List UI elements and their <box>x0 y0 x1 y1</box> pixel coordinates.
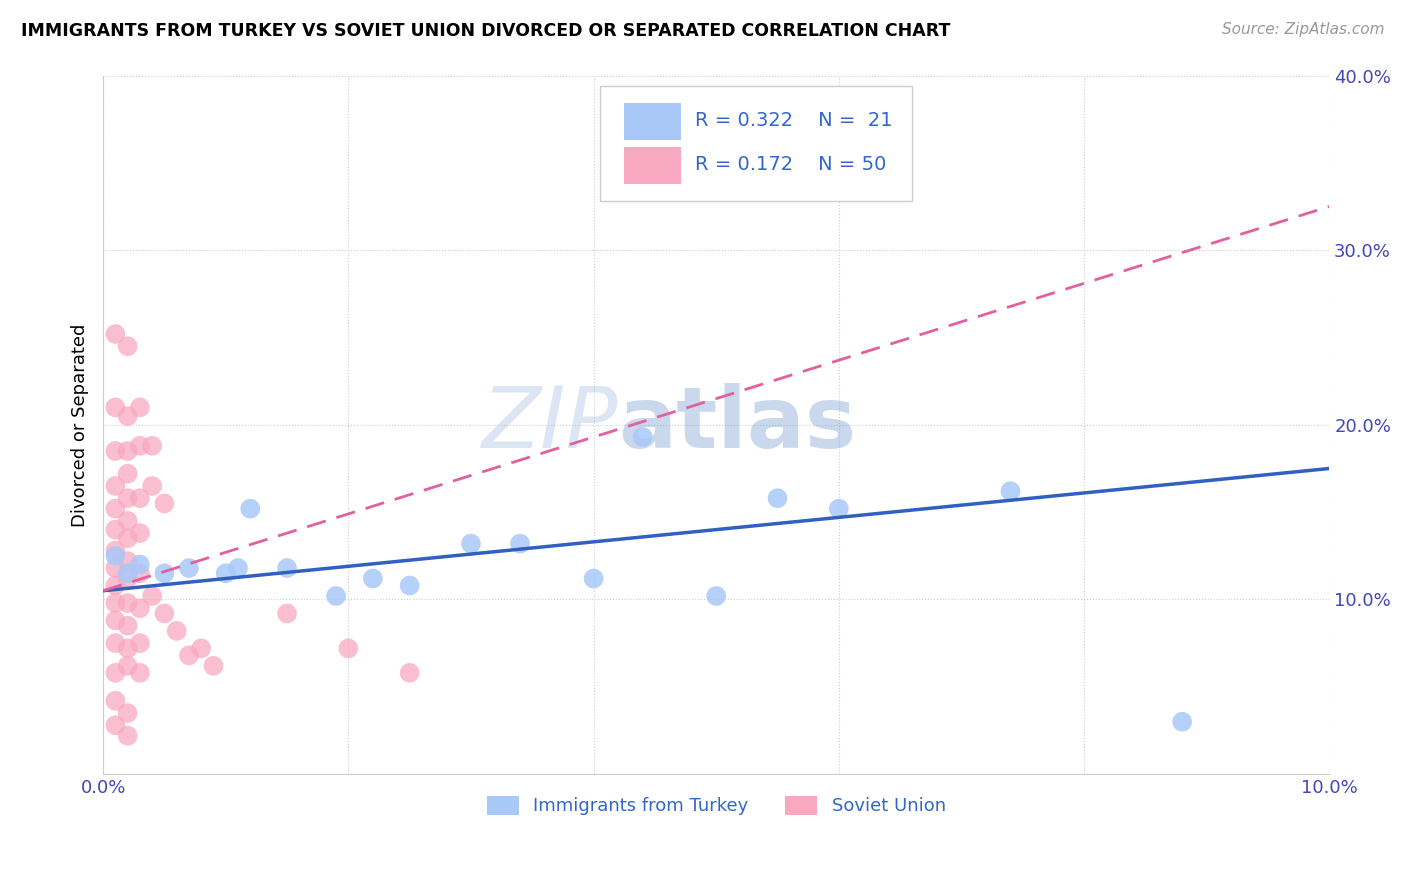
Point <box>239 501 262 516</box>
Text: R = 0.172    N = 50: R = 0.172 N = 50 <box>696 155 887 175</box>
Text: atlas: atlas <box>619 384 856 467</box>
Point <box>117 514 139 528</box>
Point <box>766 491 789 505</box>
Point <box>129 526 152 541</box>
Point <box>117 532 139 546</box>
Point <box>509 536 531 550</box>
Point <box>117 618 139 632</box>
Point <box>276 607 298 621</box>
Point <box>398 665 420 680</box>
Point <box>117 641 139 656</box>
Point <box>104 326 127 341</box>
Text: R = 0.322    N =  21: R = 0.322 N = 21 <box>696 112 893 130</box>
Point <box>1000 484 1022 499</box>
Point <box>117 409 139 423</box>
Point <box>337 641 360 656</box>
FancyBboxPatch shape <box>600 86 912 202</box>
Point <box>117 554 139 568</box>
Point <box>104 444 127 458</box>
Point <box>177 561 200 575</box>
Point <box>117 444 139 458</box>
Point <box>104 636 127 650</box>
Point <box>117 596 139 610</box>
Point <box>828 501 851 516</box>
Point <box>129 636 152 650</box>
Point <box>153 496 176 510</box>
Point <box>104 596 127 610</box>
Point <box>129 566 152 581</box>
Point <box>117 572 139 586</box>
Point <box>226 561 249 575</box>
Point <box>631 430 654 444</box>
Point <box>117 729 139 743</box>
Point <box>129 601 152 615</box>
Point <box>190 641 212 656</box>
Point <box>325 589 347 603</box>
Point <box>129 491 152 505</box>
Point <box>117 339 139 353</box>
Y-axis label: Divorced or Separated: Divorced or Separated <box>72 323 89 526</box>
Point <box>104 561 127 575</box>
Point <box>153 566 176 581</box>
Point <box>104 401 127 415</box>
Point <box>104 479 127 493</box>
Point <box>215 566 238 581</box>
Point <box>129 665 152 680</box>
Point <box>117 491 139 505</box>
Point <box>104 665 127 680</box>
Point <box>361 572 384 586</box>
Point <box>117 566 139 581</box>
Point <box>104 501 127 516</box>
Point <box>104 694 127 708</box>
Text: ZIP: ZIP <box>482 384 619 467</box>
Point <box>104 578 127 592</box>
Text: IMMIGRANTS FROM TURKEY VS SOVIET UNION DIVORCED OR SEPARATED CORRELATION CHART: IMMIGRANTS FROM TURKEY VS SOVIET UNION D… <box>21 22 950 40</box>
Point <box>460 536 482 550</box>
Point <box>141 479 163 493</box>
Point <box>129 439 152 453</box>
Point <box>141 589 163 603</box>
Point <box>276 561 298 575</box>
Point <box>104 523 127 537</box>
Legend: Immigrants from Turkey, Soviet Union: Immigrants from Turkey, Soviet Union <box>478 787 955 824</box>
Point <box>117 467 139 481</box>
Point <box>104 718 127 732</box>
Point <box>129 558 152 572</box>
Point <box>202 658 225 673</box>
Point <box>104 549 127 563</box>
FancyBboxPatch shape <box>624 147 681 184</box>
Text: Source: ZipAtlas.com: Source: ZipAtlas.com <box>1222 22 1385 37</box>
Point <box>398 578 420 592</box>
Point <box>117 658 139 673</box>
Point <box>104 543 127 558</box>
Point <box>117 706 139 720</box>
Point <box>1171 714 1194 729</box>
Point <box>153 607 176 621</box>
Point <box>177 648 200 663</box>
FancyBboxPatch shape <box>624 103 681 140</box>
Point <box>141 439 163 453</box>
Point <box>704 589 727 603</box>
Point <box>104 614 127 628</box>
Point <box>129 401 152 415</box>
Point <box>166 624 188 638</box>
Point <box>582 572 605 586</box>
